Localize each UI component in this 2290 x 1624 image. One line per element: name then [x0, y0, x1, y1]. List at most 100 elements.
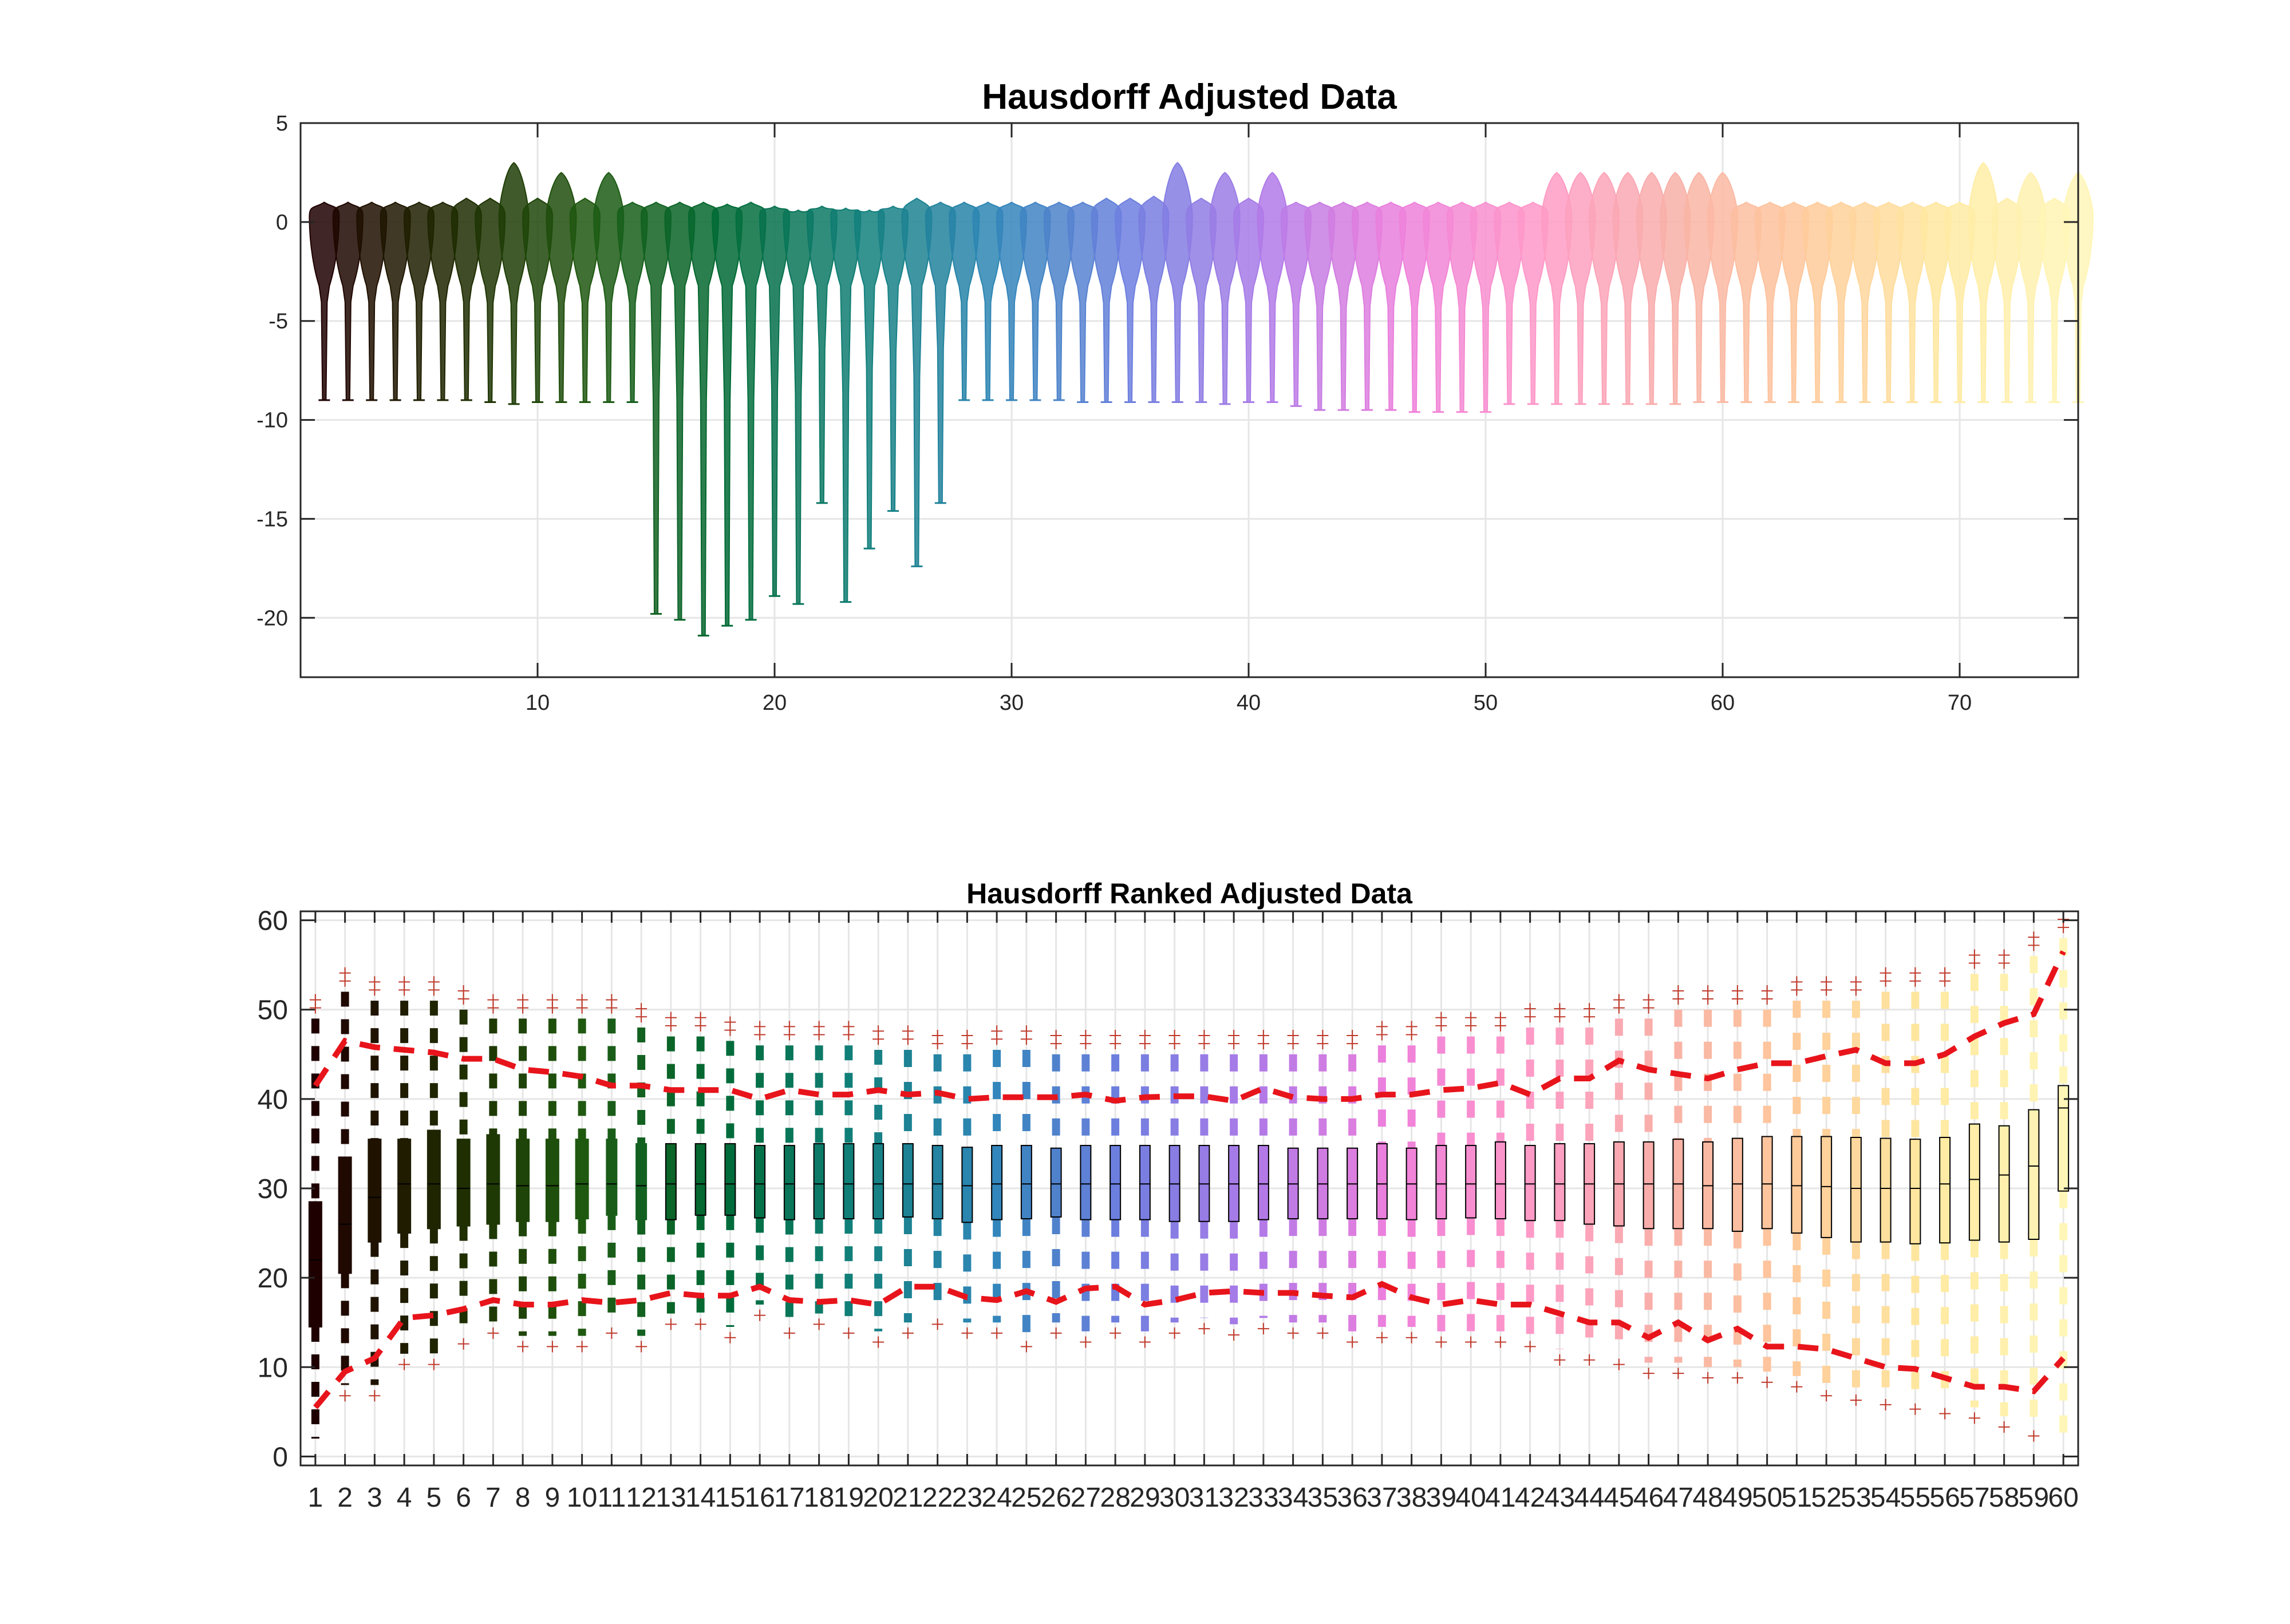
- boxplot: [1850, 976, 1862, 1406]
- x-tick-label: 28: [1100, 1483, 1130, 1513]
- x-tick-label: 23: [952, 1483, 982, 1513]
- x-tick-label: 53: [1841, 1483, 1871, 1513]
- y-tick-label: -15: [256, 507, 288, 531]
- boxplot: [606, 994, 618, 1339]
- boxplot: [1968, 949, 1980, 1424]
- iqr-box: [665, 1143, 677, 1220]
- upper-boundary-line: [313, 950, 2066, 1104]
- x-tick-label: 29: [1130, 1483, 1160, 1513]
- iqr-box: [1643, 1141, 1655, 1230]
- iqr-box: [991, 1145, 1003, 1220]
- boxplot: [486, 994, 500, 1339]
- boxplot: [783, 1021, 795, 1339]
- iqr-box: [1494, 1141, 1506, 1220]
- boundary-lines: [313, 950, 2066, 1409]
- boxplot: [872, 1025, 885, 1348]
- y-tick-label: 5: [276, 112, 288, 136]
- x-tick-label: 8: [515, 1483, 531, 1513]
- x-tick-label: 14: [685, 1483, 716, 1513]
- iqr-box: [606, 1139, 618, 1216]
- x-tick-label: 3: [367, 1483, 382, 1513]
- x-tick-label: 36: [1337, 1483, 1367, 1513]
- y-tick-label: 50: [258, 995, 288, 1026]
- boxplot: [961, 1030, 973, 1339]
- x-tick-label: 50: [1474, 691, 1498, 715]
- iqr-box: [1731, 1137, 1743, 1232]
- boxplot: [2028, 931, 2040, 1442]
- iqr-box: [1761, 1136, 1773, 1230]
- iqr-box: [724, 1143, 736, 1216]
- x-tick-label: 32: [1218, 1483, 1249, 1513]
- x-tick-label: 39: [1426, 1483, 1456, 1513]
- x-tick-label: 41: [1485, 1483, 1515, 1513]
- x-tick-label: 19: [834, 1483, 864, 1513]
- iqr-box: [694, 1143, 706, 1216]
- x-tick-label: 18: [804, 1483, 834, 1513]
- x-tick-label: 12: [626, 1483, 656, 1513]
- iqr-box: [545, 1139, 559, 1222]
- boxplot: [1465, 1011, 1477, 1348]
- violin-plot-frame: [299, 122, 2079, 678]
- x-tick-label: 59: [2019, 1483, 2049, 1513]
- boxplot: [1080, 1030, 1092, 1348]
- iqr-box: [368, 1139, 382, 1243]
- boxplot: [1761, 985, 1773, 1388]
- iqr-box: [1939, 1137, 1951, 1244]
- iqr-box: [427, 1129, 441, 1230]
- x-tick-label: 10: [526, 691, 550, 715]
- x-tick-label: 27: [1071, 1483, 1101, 1513]
- x-tick-label: 42: [1515, 1483, 1545, 1513]
- x-tick-label: 40: [1455, 1483, 1486, 1513]
- iqr-box: [1435, 1145, 1447, 1220]
- x-tick-label: 24: [981, 1483, 1012, 1513]
- iqr-box: [575, 1139, 589, 1220]
- x-tick-label: 22: [922, 1483, 953, 1513]
- iqr-box: [2028, 1109, 2040, 1240]
- iqr-box: [1139, 1145, 1151, 1220]
- boxplot: [1435, 1011, 1447, 1348]
- boxplot: [1880, 967, 1892, 1410]
- boxplot: [1050, 1030, 1062, 1339]
- y-tick-label: 0: [273, 1442, 288, 1472]
- boxplot: [456, 985, 471, 1350]
- x-tick-label: 20: [863, 1483, 893, 1513]
- y-tick-label: -5: [269, 310, 288, 334]
- boxplot: [665, 1011, 677, 1330]
- boxplot-title: Hausdorff Ranked Adjusted Data: [966, 878, 1413, 910]
- x-tick-label: 58: [1989, 1483, 2019, 1513]
- x-tick-label: 30: [1000, 691, 1024, 715]
- boxplot: [1821, 976, 1833, 1402]
- iqr-box: [1110, 1145, 1122, 1220]
- x-tick-label: 35: [1308, 1483, 1338, 1513]
- boxplot: [1228, 1030, 1240, 1341]
- x-tick-label: 13: [656, 1483, 686, 1513]
- x-tick-label: 44: [1574, 1483, 1604, 1513]
- x-tick-label: 37: [1367, 1483, 1397, 1513]
- iqr-box: [1020, 1145, 1032, 1220]
- y-tick-label: -20: [256, 606, 288, 630]
- y-tick-label: 40: [258, 1085, 288, 1115]
- iqr-box: [1050, 1147, 1062, 1218]
- x-tick-label: 20: [763, 691, 787, 715]
- iqr-box: [1850, 1137, 1862, 1243]
- boxplot: [931, 1030, 943, 1330]
- x-tick-label: 55: [1900, 1483, 1930, 1513]
- x-tick-label: 9: [545, 1483, 560, 1513]
- iqr-box: [1465, 1145, 1477, 1219]
- y-tick-label: 10: [258, 1353, 288, 1383]
- violins: [309, 161, 2094, 637]
- x-tick-label: 60: [1711, 691, 1735, 715]
- iqr-box: [308, 1201, 322, 1328]
- iqr-box: [1524, 1145, 1536, 1222]
- boxplot: [427, 976, 441, 1370]
- y-tick-label: -10: [256, 409, 288, 433]
- y-tick-label: 0: [276, 211, 288, 235]
- boxplot: [813, 1021, 825, 1330]
- iqr-box: [1968, 1123, 1980, 1241]
- boxplot: [516, 994, 530, 1353]
- x-tick-label: 21: [893, 1483, 923, 1513]
